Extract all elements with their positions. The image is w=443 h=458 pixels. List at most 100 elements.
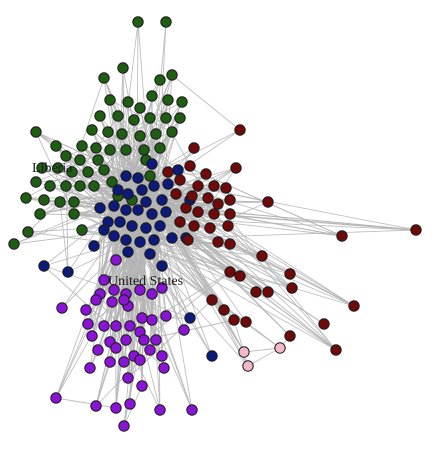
graph-node-green [146, 90, 158, 102]
graph-node-purple [178, 324, 190, 336]
graph-node-green [74, 180, 86, 192]
graph-node-purple [120, 334, 132, 346]
graph-node-pink [242, 360, 254, 372]
graph-node-darkred [184, 160, 196, 172]
graph-node-purple [110, 320, 122, 332]
graph-node-darkred [174, 216, 186, 228]
graph-node-darkred [410, 224, 422, 236]
graph-node-green [144, 112, 156, 124]
graph-node-green [94, 110, 106, 122]
graph-node-green [160, 112, 172, 124]
graph-edge [99, 101, 129, 209]
graph-edge [247, 347, 281, 367]
graph-node-purple [136, 380, 148, 392]
graph-node-green [98, 72, 110, 84]
graph-node-purple [160, 310, 172, 322]
graph-node-green [60, 180, 72, 192]
graph-node-purple [136, 312, 148, 324]
graph-node-green [82, 166, 94, 178]
graph-node-purple [156, 350, 168, 362]
graph-node-purple [110, 342, 122, 354]
graph-node-green [36, 162, 48, 174]
graph-node-purple [82, 318, 94, 330]
graph-node-darkred [192, 206, 204, 218]
graph-edge [147, 174, 337, 351]
graph-node-green [44, 180, 56, 192]
graph-node-darkred [348, 300, 360, 312]
graph-node-green [68, 208, 80, 220]
graph-node-darkred [234, 270, 246, 282]
graph-node-green [144, 170, 156, 182]
graph-node-navy [154, 220, 166, 232]
graph-node-darkred [192, 180, 204, 192]
graph-node-green [162, 94, 174, 106]
graph-node-navy [156, 194, 168, 206]
graph-node-green [134, 130, 146, 142]
graph-node-green [102, 126, 114, 138]
graph-node-navy [122, 246, 134, 258]
graph-node-purple [84, 362, 96, 374]
graph-node-purple [86, 330, 98, 342]
graph-node-green [66, 166, 78, 178]
graph-node-purple [90, 400, 102, 412]
graph-node-green [76, 224, 88, 236]
graph-node-navy [108, 230, 120, 242]
graph-node-green [132, 16, 144, 28]
graph-node-green [117, 62, 129, 74]
graph-node-navy [112, 184, 124, 196]
graph-node-navy [148, 234, 160, 246]
label-united-states: United States [108, 274, 183, 289]
graph-node-darkred [186, 190, 198, 202]
graph-node-navy [146, 208, 158, 220]
graph-edge [55, 397, 117, 409]
graph-edge [79, 149, 111, 187]
graph-node-green [88, 180, 100, 192]
graph-node-purple [80, 304, 92, 316]
graph-edge [123, 198, 147, 427]
graph-node-darkred [208, 208, 220, 220]
graph-node-darkred [162, 166, 174, 178]
graph-edge [151, 175, 193, 411]
graph-node-navy [120, 204, 132, 216]
graph-edge [151, 201, 355, 307]
graph-edge [111, 218, 161, 411]
graph-node-purple [90, 294, 102, 306]
graph-node-darkred [208, 180, 220, 192]
graph-edge [117, 147, 195, 196]
graph-edge [108, 216, 193, 411]
graph-node-navy [62, 266, 74, 278]
graph-node-darkred [262, 286, 274, 298]
edge-layer [13, 21, 417, 427]
graph-edge [243, 347, 281, 353]
graph-node-navy [156, 260, 168, 272]
graph-node-green [20, 192, 32, 204]
graph-node-navy [120, 234, 132, 246]
graph-node-navy [166, 232, 178, 244]
graph-node-navy [172, 164, 184, 176]
graph-node-purple [134, 354, 146, 366]
graph-node-navy [162, 178, 174, 190]
graph-node-navy [146, 158, 158, 170]
graph-node-green [122, 96, 134, 108]
graph-node-navy [132, 172, 144, 184]
graph-node-green [150, 128, 162, 140]
graph-node-green [128, 114, 140, 126]
graph-node-navy [38, 260, 50, 272]
graph-node-purple [186, 404, 198, 416]
graph-node-purple [50, 392, 62, 404]
graph-edge [159, 208, 337, 351]
graph-node-green [74, 154, 86, 166]
graph-node-navy [206, 350, 218, 362]
graph-node-green [52, 162, 64, 174]
graph-node-navy [88, 240, 100, 252]
graph-node-purple [56, 302, 68, 314]
graph-node-green [90, 142, 102, 154]
graph-edge [143, 176, 417, 231]
graph-node-green [104, 144, 116, 156]
graph-node-darkred [220, 182, 232, 194]
graph-edge [116, 211, 241, 277]
graph-node-darkred [204, 222, 216, 234]
graph-node-darkred [228, 314, 240, 326]
graph-node-green [68, 196, 80, 208]
graph-node-purple [118, 356, 130, 368]
